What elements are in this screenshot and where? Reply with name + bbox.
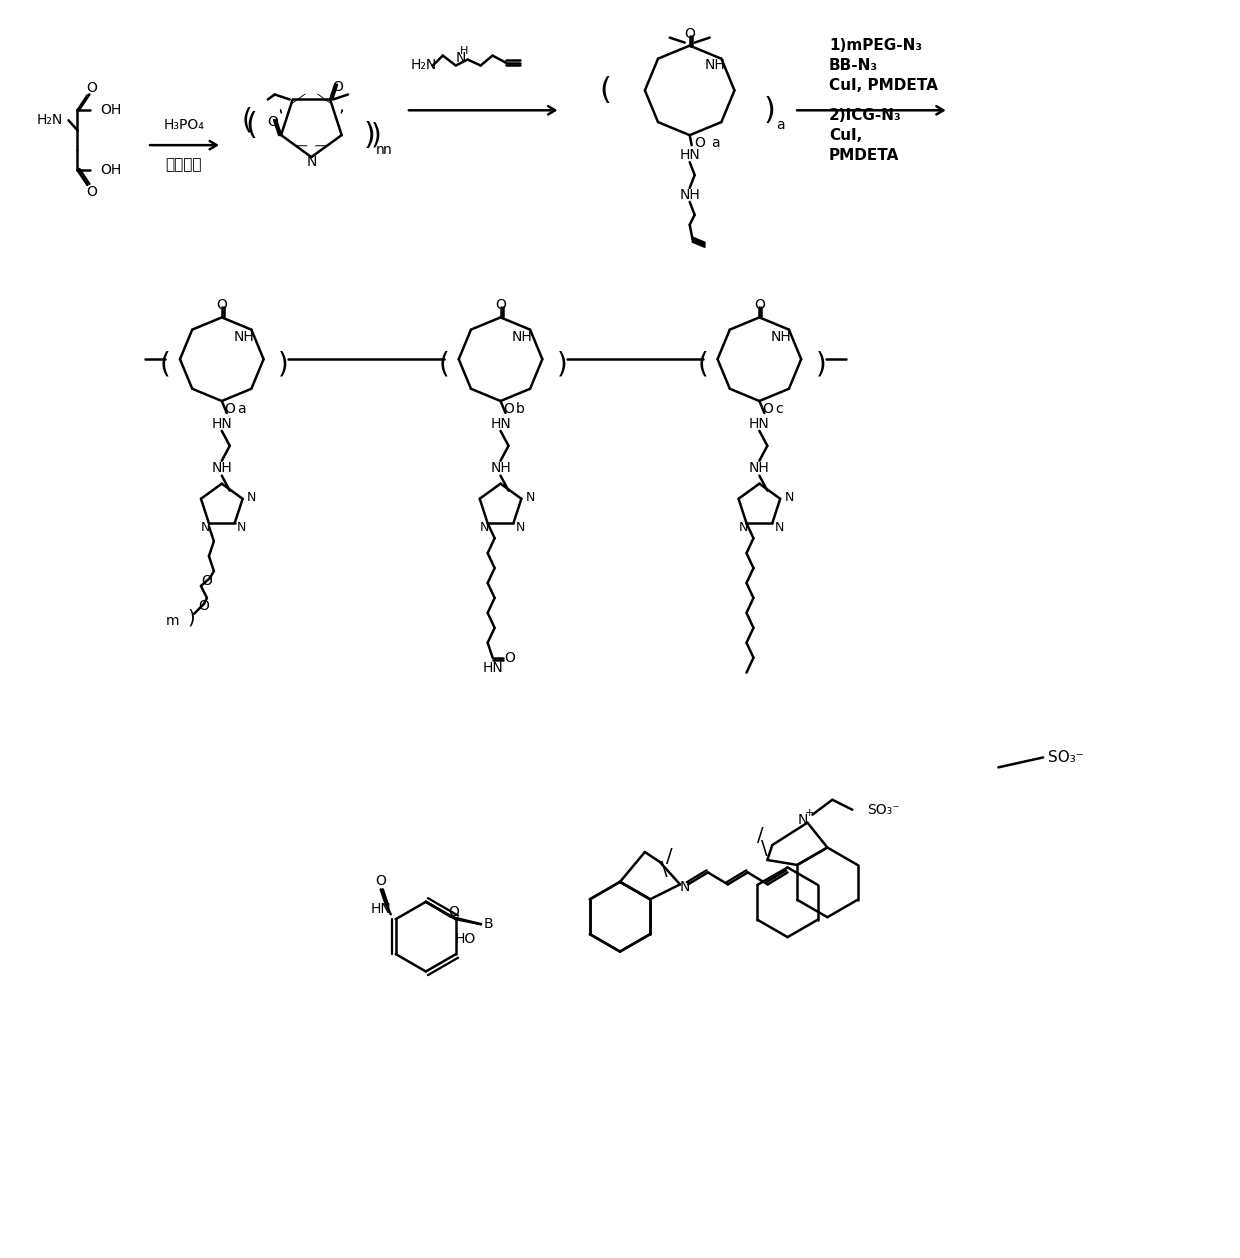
Text: (: ( bbox=[599, 75, 611, 104]
Text: b: b bbox=[516, 403, 525, 416]
Text: \: \ bbox=[761, 839, 768, 858]
Text: ): ) bbox=[764, 96, 775, 125]
Text: O: O bbox=[754, 298, 765, 312]
Text: ): ) bbox=[371, 121, 382, 150]
Text: N: N bbox=[785, 492, 794, 504]
Text: a: a bbox=[237, 403, 246, 416]
Text: O: O bbox=[198, 599, 210, 613]
Text: PMDETA: PMDETA bbox=[830, 147, 899, 162]
Text: O: O bbox=[503, 403, 513, 416]
Text: ): ) bbox=[363, 121, 374, 150]
Text: O: O bbox=[268, 116, 279, 130]
Text: B: B bbox=[484, 917, 494, 931]
Text: H₃PO₄: H₃PO₄ bbox=[164, 118, 205, 132]
Text: N: N bbox=[680, 881, 691, 894]
Text: m: m bbox=[166, 614, 179, 628]
Text: (: ( bbox=[242, 106, 252, 135]
Text: ): ) bbox=[557, 350, 568, 379]
Text: O: O bbox=[495, 298, 506, 312]
Text: N: N bbox=[306, 155, 316, 169]
Text: ): ) bbox=[187, 609, 195, 628]
Text: N: N bbox=[201, 521, 211, 533]
Text: n: n bbox=[376, 143, 384, 157]
Text: /: / bbox=[758, 825, 764, 844]
Text: 微波引发: 微波引发 bbox=[166, 157, 202, 172]
Text: O: O bbox=[505, 650, 515, 664]
Text: O: O bbox=[376, 874, 386, 888]
Text: OH: OH bbox=[100, 103, 122, 117]
Text: O: O bbox=[449, 905, 459, 918]
Text: N: N bbox=[797, 813, 807, 827]
Text: O: O bbox=[216, 298, 227, 312]
Text: ): ) bbox=[278, 350, 289, 379]
Text: N: N bbox=[526, 492, 534, 504]
Text: /: / bbox=[666, 848, 673, 867]
Text: N: N bbox=[247, 492, 257, 504]
Text: SO₃⁻: SO₃⁻ bbox=[867, 803, 900, 816]
Text: HN: HN bbox=[482, 660, 503, 674]
Text: n: n bbox=[383, 143, 392, 157]
Text: HN: HN bbox=[680, 148, 701, 162]
Text: H₂N: H₂N bbox=[36, 113, 62, 127]
Text: H₂N: H₂N bbox=[410, 59, 438, 73]
Text: NH: NH bbox=[490, 460, 511, 474]
Text: HN: HN bbox=[371, 902, 391, 916]
Text: N: N bbox=[480, 521, 490, 533]
Text: N: N bbox=[237, 521, 247, 533]
Text: (: ( bbox=[697, 350, 708, 379]
Text: NH: NH bbox=[771, 331, 791, 345]
Text: a: a bbox=[776, 118, 785, 132]
Text: +: + bbox=[805, 808, 815, 818]
Text: O: O bbox=[224, 403, 236, 416]
Text: HN: HN bbox=[490, 416, 511, 431]
Text: N: N bbox=[516, 521, 525, 533]
Text: H: H bbox=[460, 45, 467, 55]
Text: (: ( bbox=[246, 111, 258, 140]
Text: a: a bbox=[712, 136, 720, 150]
Text: N: N bbox=[455, 50, 466, 64]
Text: c: c bbox=[775, 403, 784, 416]
Text: O: O bbox=[332, 79, 343, 93]
Text: BB-N₃: BB-N₃ bbox=[830, 58, 878, 73]
Text: NH: NH bbox=[512, 331, 533, 345]
Text: NH: NH bbox=[233, 331, 254, 345]
Text: HN: HN bbox=[211, 416, 232, 431]
Text: NH: NH bbox=[749, 460, 770, 474]
Text: NH: NH bbox=[680, 187, 701, 203]
Text: ): ) bbox=[816, 350, 827, 379]
Text: O: O bbox=[201, 574, 212, 587]
Text: O: O bbox=[684, 26, 696, 40]
Text: HN: HN bbox=[749, 416, 770, 431]
Text: N: N bbox=[739, 521, 748, 533]
Text: O: O bbox=[86, 185, 97, 199]
Text: SO₃⁻: SO₃⁻ bbox=[1048, 750, 1084, 765]
Text: \: \ bbox=[661, 860, 668, 879]
Text: O: O bbox=[694, 136, 706, 150]
Text: HO: HO bbox=[455, 932, 476, 946]
Text: (: ( bbox=[160, 350, 170, 379]
Text: CuI,: CuI, bbox=[830, 128, 862, 142]
Text: 2)ICG-N₃: 2)ICG-N₃ bbox=[830, 108, 901, 123]
Text: CuI, PMDETA: CuI, PMDETA bbox=[830, 78, 937, 93]
Text: NH: NH bbox=[704, 59, 725, 73]
Text: O: O bbox=[761, 403, 773, 416]
Text: OH: OH bbox=[100, 164, 122, 177]
Text: 1)mPEG-N₃: 1)mPEG-N₃ bbox=[830, 38, 923, 53]
Text: O: O bbox=[86, 82, 97, 96]
Text: (: ( bbox=[439, 350, 449, 379]
Text: NH: NH bbox=[211, 460, 232, 474]
Text: N: N bbox=[775, 521, 784, 533]
